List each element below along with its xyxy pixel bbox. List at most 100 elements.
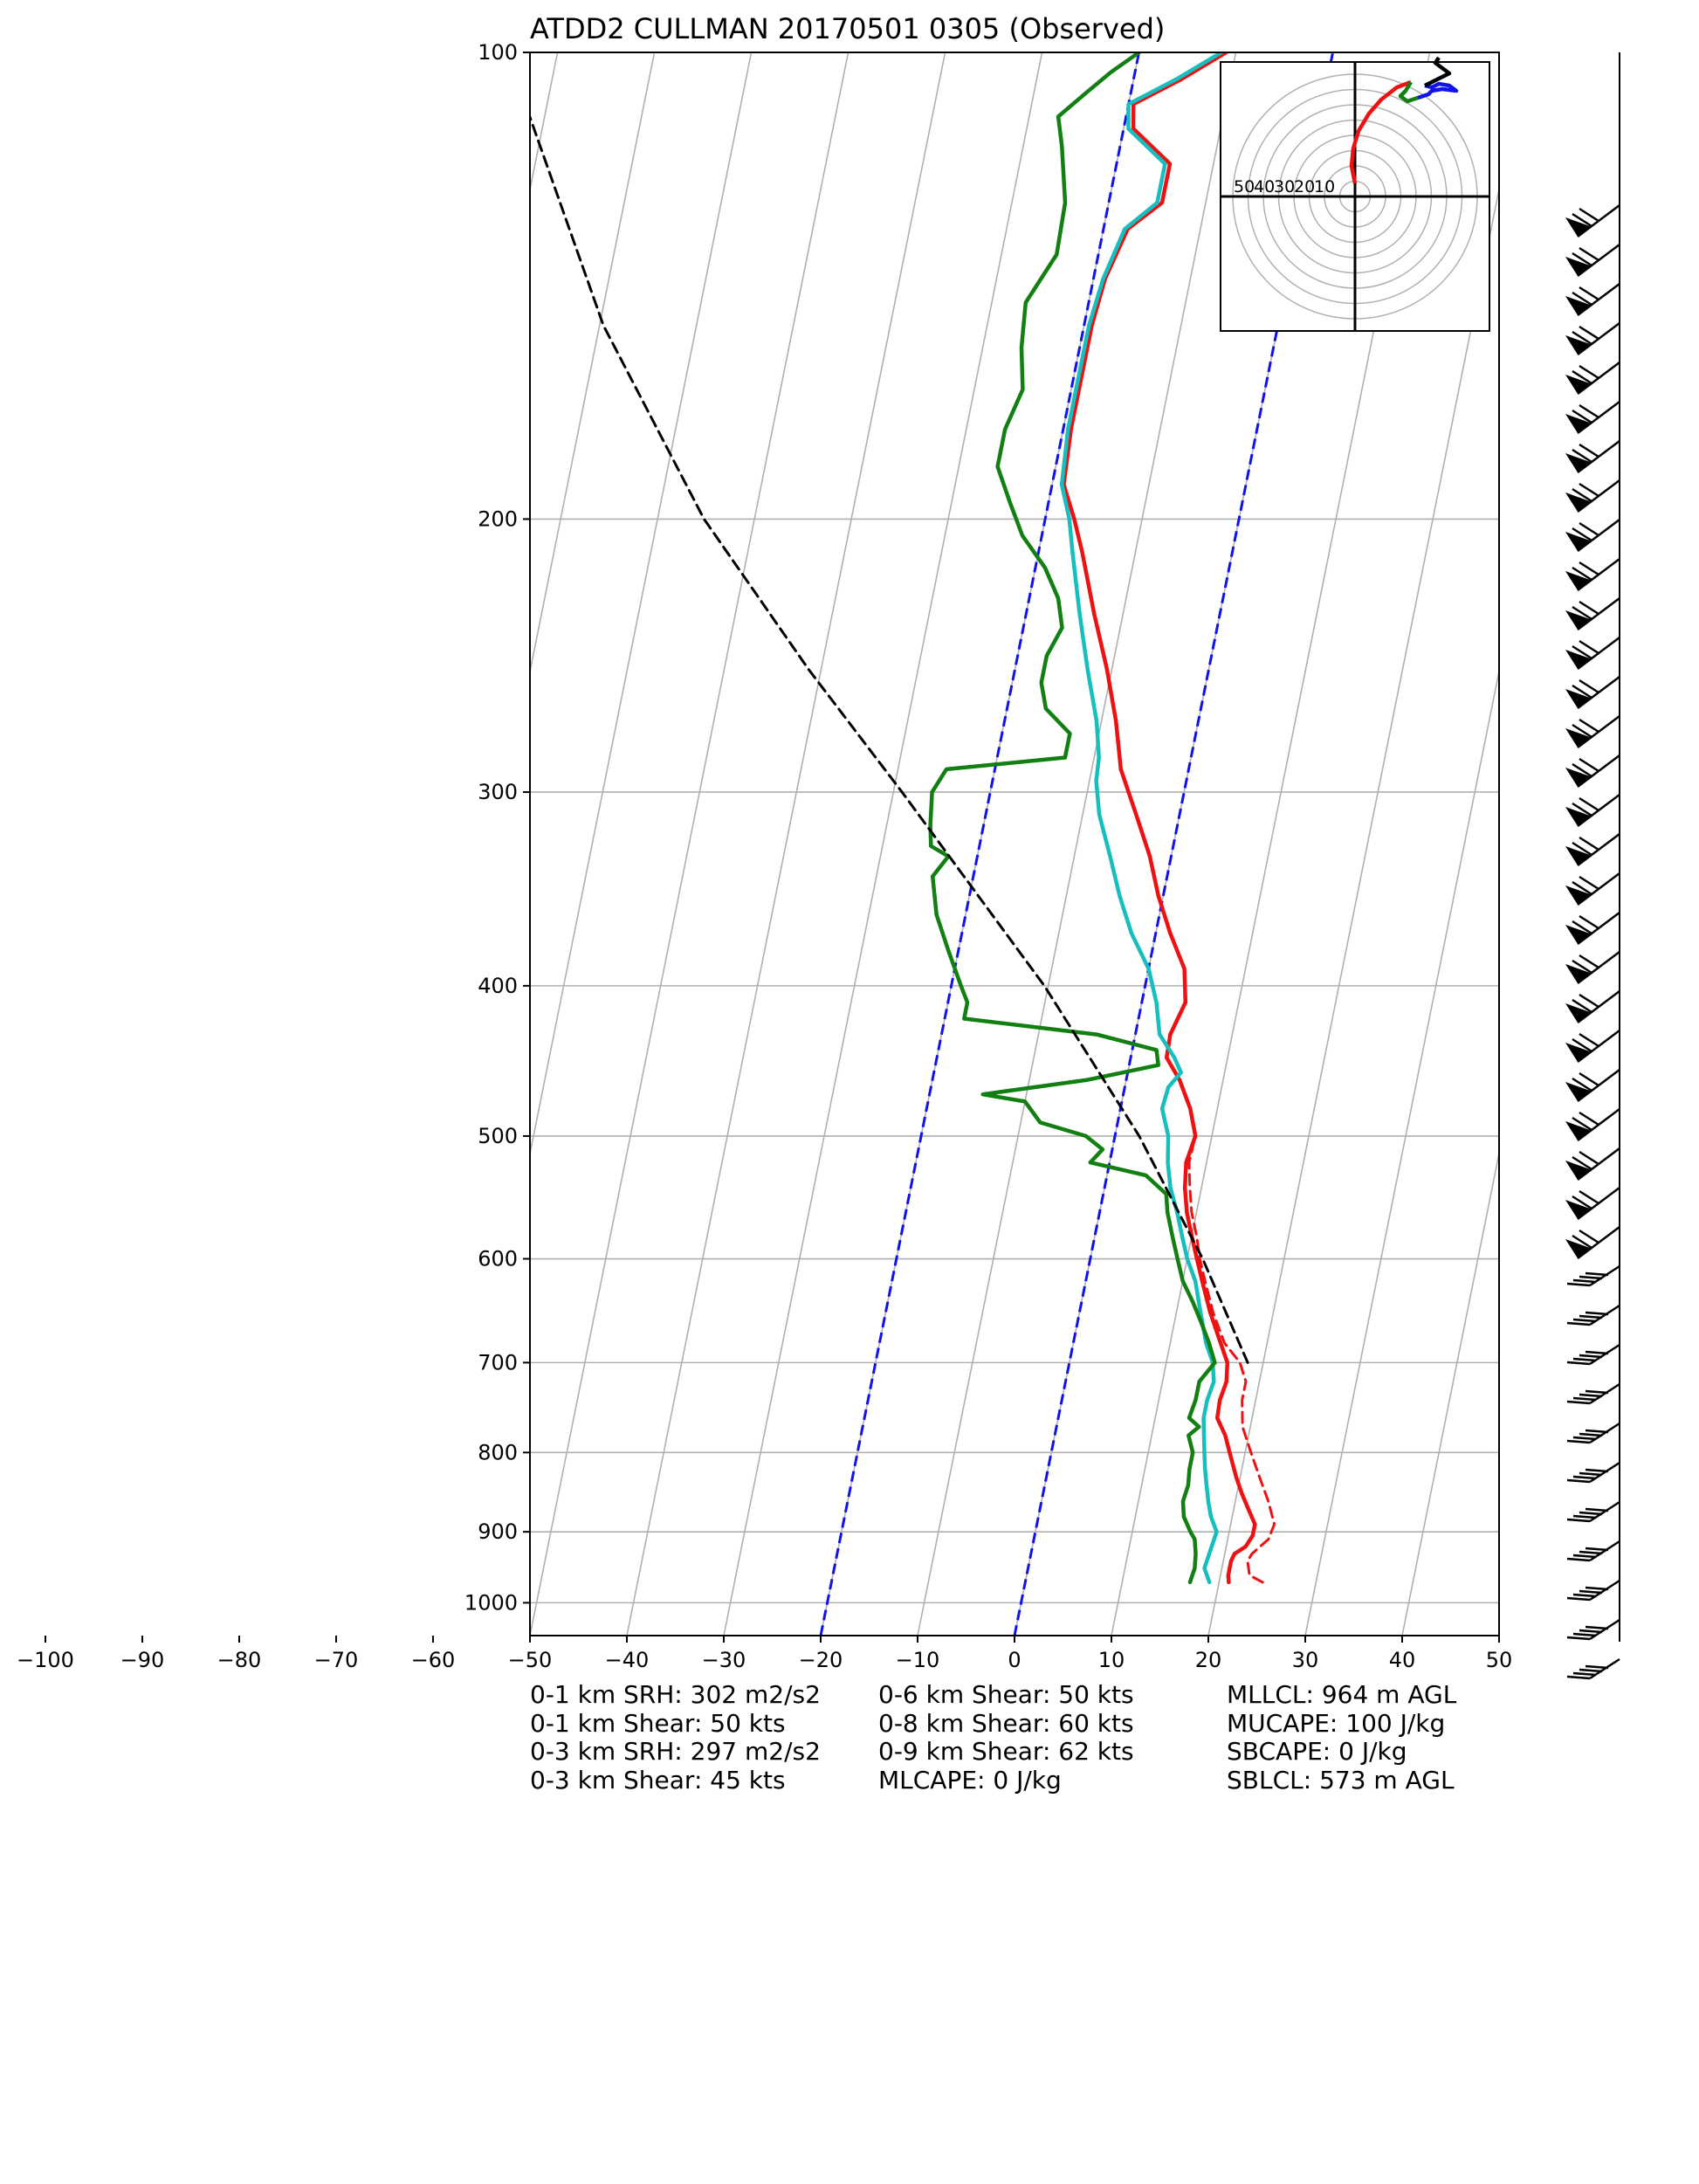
wind-barb xyxy=(1566,1264,1620,1287)
stat-line: MUCAPE: 100 J/kg xyxy=(1227,1708,1446,1738)
barb-feather xyxy=(1579,482,1599,498)
barb-feather xyxy=(1579,1589,1603,1595)
x-tick-label: 50 xyxy=(1486,1648,1513,1672)
barb-feather xyxy=(1572,605,1592,621)
barb-flag xyxy=(1565,964,1590,983)
barb-flag xyxy=(1565,728,1590,748)
barb-flag xyxy=(1565,571,1590,590)
hodograph-trace xyxy=(1398,80,1419,104)
barb-feather xyxy=(1572,448,1592,464)
wind-barb xyxy=(1565,1226,1620,1259)
x-tick-label: 20 xyxy=(1195,1648,1222,1672)
wind-barb xyxy=(1565,479,1620,513)
wind-barb xyxy=(1566,1657,1620,1680)
x-tick-label: −90 xyxy=(120,1648,165,1672)
barb-flag xyxy=(1565,1121,1590,1140)
barb-feather xyxy=(1566,1675,1591,1680)
x-tick-label: 30 xyxy=(1292,1648,1319,1672)
series-line xyxy=(1059,52,1224,1585)
hodograph-ring-label: 20 xyxy=(1294,177,1315,196)
barb-feather xyxy=(1572,330,1592,346)
wind-barb xyxy=(1566,1382,1620,1405)
wind-barb xyxy=(1566,1540,1620,1562)
barb-feather xyxy=(1572,959,1592,975)
x-tick-label: −10 xyxy=(896,1648,940,1672)
barb-feather xyxy=(1579,403,1599,419)
isotherm-gridline xyxy=(0,52,267,1636)
wind-barb xyxy=(1566,1618,1620,1641)
series-line xyxy=(1062,52,1257,1585)
x-tick-label: −100 xyxy=(17,1648,74,1672)
barb-feather xyxy=(1572,409,1592,424)
barb-feather xyxy=(1585,1507,1609,1512)
barb-feather xyxy=(1566,1596,1591,1602)
wind-barb xyxy=(1565,990,1620,1023)
barb-feather xyxy=(1585,1350,1609,1355)
wind-barb xyxy=(1566,1422,1620,1444)
barb-feather xyxy=(1572,527,1592,542)
barb-feather xyxy=(1572,212,1592,228)
x-tick-label: −40 xyxy=(605,1648,650,1672)
wind-barb xyxy=(1565,951,1620,984)
barb-feather xyxy=(1585,1468,1609,1473)
wind-barb xyxy=(1566,1461,1620,1484)
barb-flag xyxy=(1565,650,1590,669)
stats-col-1: 0-1 km SRH: 302 m2/s2 0-1 km Shear: 50 k… xyxy=(530,1680,821,1795)
x-tick-label: −30 xyxy=(702,1648,746,1672)
x-tick-label: 40 xyxy=(1389,1648,1416,1672)
barb-flag xyxy=(1565,610,1590,630)
stat-line: MLLCL: 964 m AGL xyxy=(1227,1680,1457,1709)
wind-barb xyxy=(1565,519,1620,552)
y-tick-label: 1000 xyxy=(464,1590,518,1615)
barb-flag xyxy=(1565,257,1590,276)
x-tick-label: −60 xyxy=(411,1648,456,1672)
barb-feather xyxy=(1572,1671,1597,1677)
barb-feather xyxy=(1579,600,1599,616)
barb-feather xyxy=(1579,1071,1599,1087)
wind-barb xyxy=(1565,322,1620,355)
barb-feather xyxy=(1585,1389,1609,1395)
y-tick-label: 600 xyxy=(478,1247,518,1271)
wind-barb xyxy=(1565,1108,1620,1141)
isotherm-gridline xyxy=(626,52,946,1636)
hodograph-trace xyxy=(1423,56,1452,88)
barb-feather xyxy=(1572,1234,1592,1250)
barb-flag xyxy=(1565,335,1590,355)
barb-feather xyxy=(1579,954,1599,969)
y-tick-label: 700 xyxy=(478,1350,518,1374)
hodograph-trace xyxy=(1417,81,1459,100)
wind-barb xyxy=(1565,794,1620,827)
hodograph-ring-label: 10 xyxy=(1314,177,1335,196)
wind-barb xyxy=(1565,362,1620,395)
wind-barb xyxy=(1565,754,1620,788)
barb-feather xyxy=(1572,1357,1597,1362)
barb-feather xyxy=(1585,1311,1609,1316)
barb-feather xyxy=(1579,1314,1603,1319)
highlight-isotherm xyxy=(819,52,1141,1636)
barb-flag xyxy=(1565,768,1590,787)
barb-feather xyxy=(1579,679,1599,694)
barb-feather xyxy=(1579,1550,1603,1555)
isotherm-gridline xyxy=(530,52,753,1158)
stat-line: 0-8 km Shear: 60 kts xyxy=(878,1708,1134,1738)
barb-flag xyxy=(1565,453,1590,472)
barb-feather xyxy=(1579,1471,1603,1477)
stat-line: 0-6 km Shear: 50 kts xyxy=(878,1680,1134,1709)
barb-feather xyxy=(1579,1511,1603,1516)
wind-barb xyxy=(1565,637,1620,670)
barb-feather xyxy=(1572,762,1592,778)
series-line xyxy=(530,113,1249,1364)
barb-feather xyxy=(1572,1396,1597,1402)
barb-feather xyxy=(1566,1321,1591,1326)
barb-feather xyxy=(1579,1275,1603,1280)
barb-feather xyxy=(1566,1636,1591,1641)
barb-feather xyxy=(1579,207,1599,223)
isotherm-gridline xyxy=(0,52,73,1636)
wind-barbs xyxy=(1565,52,1620,1680)
barb-feather xyxy=(1572,1632,1597,1637)
barb-flag xyxy=(1565,1161,1590,1180)
wind-barb xyxy=(1566,1343,1620,1366)
isotherm-gridline xyxy=(1304,667,1499,1636)
stat-line: SBLCL: 573 m AGL xyxy=(1227,1765,1455,1795)
